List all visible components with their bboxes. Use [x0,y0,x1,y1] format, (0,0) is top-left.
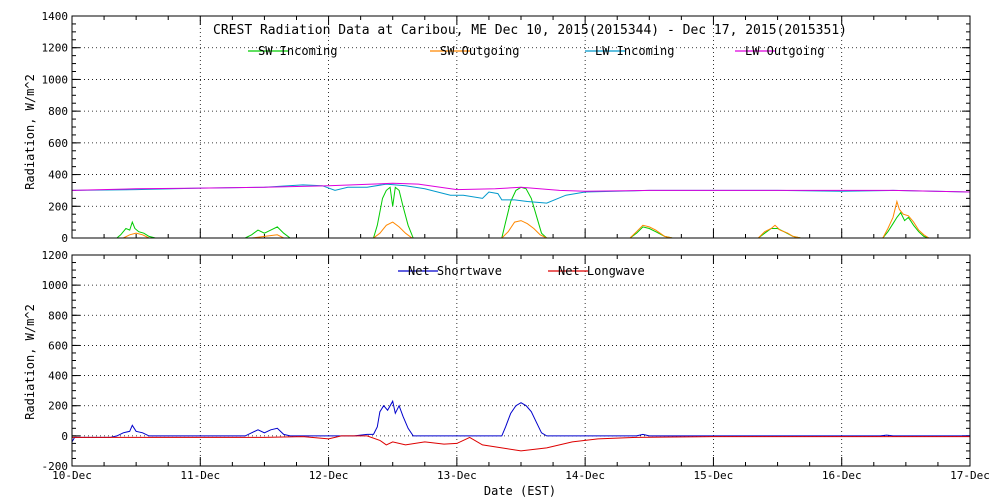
x-tick-label: 13-Dec [437,469,477,482]
legend-label: LW Outgoing [745,44,824,58]
x-tick-label: 12-Dec [309,469,349,482]
bottom-panel: -200 0 200 400 600 800 1000 1200 Net Shortwave Ne… [23,249,971,473]
x-tick-label: 17-Dec [950,469,990,482]
plot-frame [71,15,971,239]
y-tick-label: -200 [42,460,69,473]
y-tick-label: 1400 [42,10,69,23]
x-tick-label: 16-Dec [822,469,862,482]
y-tick-label: 200 [48,200,68,213]
series-line-net-shortwave [71,399,970,443]
x-tick-label: 11-Dec [180,469,220,482]
x-tick-label: 15-Dec [694,469,734,482]
y-axis-title: Radiation, W/m^2 [23,74,37,190]
y-tick-label: 800 [48,105,68,118]
y-tick-label: 1000 [42,73,69,86]
series-line-sw-outgoing [72,199,970,239]
x-tick-label: 14-Dec [565,469,605,482]
y-tick-label: 200 [48,400,68,413]
legend-label: Net Longwave [558,264,645,278]
series-line-net-longwave [72,435,970,452]
y-axis-title: Radiation, W/m^2 [23,304,37,420]
plot-frame [71,254,971,467]
chart-title: CREST Radiation Data at Caribou, ME Dec … [213,23,847,38]
y-tick-label: 1000 [42,279,69,292]
top-panel: 0 200 400 600 800 1000 1200 1400 SW Incoming SW O… [23,10,971,245]
y-tick-label: 600 [48,137,68,150]
y-tick-label: 1200 [42,249,69,262]
legend-label: Net Shortwave [408,264,502,278]
legend-label: SW Outgoing [440,44,519,58]
y-tick-label: 800 [48,309,68,322]
x-tick-label: 10-Dec [52,469,92,482]
y-tick-label: 600 [48,339,68,352]
legend-label: LW Incoming [595,44,674,58]
legend-label: SW Incoming [258,44,337,58]
y-tick-label: 400 [48,169,68,182]
y-tick-label: 0 [61,232,68,245]
x-axis-title: Date (EST) [484,484,556,498]
y-tick-label: 400 [48,370,68,383]
x-tick-labels: 10-Dec 11-Dec 12-Dec 13-Dec 14-Dec 15-Dec 16-D… [52,469,990,482]
series-line-lw-outgoing [71,182,971,193]
y-tick-label: 0 [61,430,68,443]
y-tick-label: 1200 [42,42,69,55]
